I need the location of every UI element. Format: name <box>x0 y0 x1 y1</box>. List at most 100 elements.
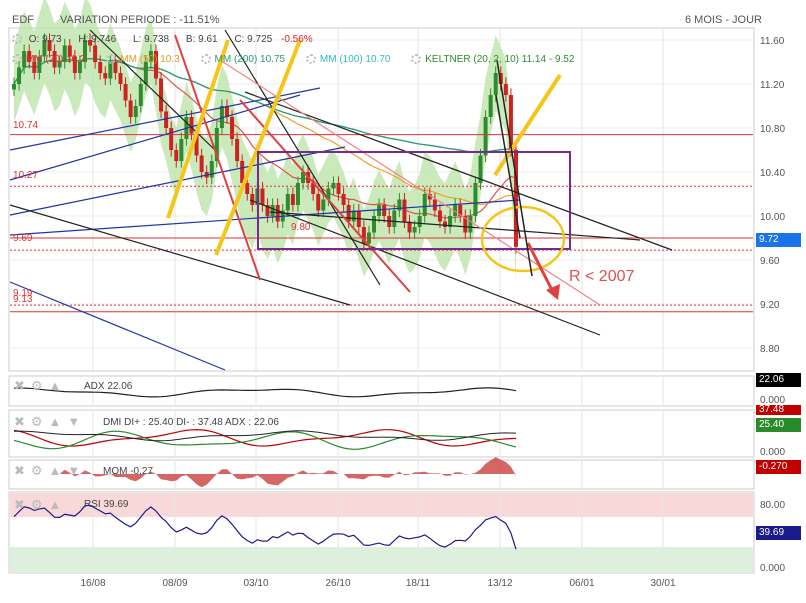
adx-zero-label: 0.000 <box>760 395 786 406</box>
candle-body <box>179 139 184 161</box>
trend-line <box>9 199 521 236</box>
candle-body <box>164 111 169 128</box>
y-tick-label: 10.40 <box>760 168 785 179</box>
y-tick-label: 10.80 <box>760 124 785 135</box>
candle-body <box>503 84 508 95</box>
candle-body <box>27 51 32 62</box>
candle-body <box>372 216 377 233</box>
period-selector[interactable]: 6 MOIS - JOUR <box>685 14 763 26</box>
level-label: 10.27 <box>13 170 39 181</box>
candle-body <box>301 172 306 183</box>
candle-body <box>377 205 382 216</box>
level-label: 10.74 <box>13 120 39 131</box>
mom-label: MOM -0.27 <box>103 466 154 477</box>
candle-body <box>453 205 458 216</box>
rsi-zero-label: 0.000 <box>760 563 786 574</box>
rsi-oversold-zone <box>10 547 753 572</box>
rsi-line <box>13 504 517 550</box>
axis-labels: 8.80 9.20 9.60 10.00 10.40 10.80 11.20 11.60 16/… <box>80 36 785 589</box>
candle-body <box>493 73 498 95</box>
candle-body <box>72 56 77 73</box>
candle-body <box>108 62 113 79</box>
gear-icon[interactable] <box>12 34 22 45</box>
ticker-label: EDF <box>12 14 34 26</box>
candle-body <box>88 40 93 46</box>
consolidation-box <box>257 151 571 250</box>
candle-body <box>235 139 240 161</box>
candle-body <box>12 84 16 90</box>
candle-body <box>52 51 57 68</box>
candle-body <box>113 62 118 73</box>
trend-drawings <box>9 29 753 371</box>
dmi-controls[interactable]: ✖⚙▲▼ <box>14 414 87 429</box>
candle-body <box>260 188 265 205</box>
candle-body <box>361 227 366 244</box>
candle-body <box>62 45 67 62</box>
gear-icon[interactable] <box>305 54 316 65</box>
trend-line <box>9 204 351 306</box>
gear-icon[interactable] <box>200 54 211 65</box>
candle-body <box>508 95 513 150</box>
trend-line <box>269 211 641 241</box>
adx-controls[interactable]: ✖⚙▲ <box>14 378 68 393</box>
gear-icon[interactable] <box>106 54 117 65</box>
candle-body <box>432 199 437 211</box>
candle-body <box>468 216 473 233</box>
candle-body <box>336 183 341 194</box>
candle-body <box>194 133 199 156</box>
adx-panel <box>8 375 755 407</box>
level-label: 9.19 <box>13 288 33 299</box>
y-tick-label: 10.00 <box>760 212 785 223</box>
y-tick-label: 11.60 <box>760 36 785 47</box>
gear-icon[interactable] <box>411 54 422 65</box>
candle-body <box>93 45 98 62</box>
candle-body <box>189 117 194 134</box>
x-tick-label: 16/08 <box>80 578 105 589</box>
rsi-overbought-zone <box>10 493 753 517</box>
candle-body <box>77 62 82 73</box>
down-arrow-head <box>546 284 560 300</box>
candle-body <box>133 106 138 117</box>
candle-body <box>437 210 442 222</box>
rsi-80-label: 80.00 <box>760 500 786 511</box>
candle-body <box>128 100 133 117</box>
indicator-lines <box>13 387 517 550</box>
candle-body <box>331 183 336 189</box>
candle-body <box>98 62 103 73</box>
candle-body <box>209 161 214 178</box>
current-price-badge: 9.72 <box>756 233 801 247</box>
level-label: 9.80 <box>291 222 311 233</box>
candle-body <box>473 183 478 216</box>
candle-body <box>138 84 143 106</box>
dmi-zero-label: 0.000 <box>760 447 786 458</box>
candle-body <box>240 161 245 183</box>
x-tick-label: 26/10 <box>325 578 350 589</box>
keltner-area <box>14 0 516 282</box>
candle-body <box>514 150 518 247</box>
trend-line <box>174 34 261 281</box>
ma-legend: MM (20) 10.2 MM (50) 10.3 MM (200) 10.75… <box>12 54 574 65</box>
candle-body <box>148 51 153 62</box>
rsi-controls[interactable]: ✖⚙▲ <box>14 497 68 512</box>
candle-body <box>351 210 356 222</box>
candle-body <box>224 106 229 117</box>
candle-body <box>478 155 483 183</box>
y-tick-label: 9.60 <box>760 256 780 267</box>
gear-icon[interactable] <box>12 54 22 65</box>
candle-body <box>67 45 72 57</box>
candle-body <box>32 62 37 73</box>
candle-body <box>153 51 158 79</box>
candle-body <box>412 227 417 233</box>
trend-line <box>89 29 216 151</box>
candle-body <box>37 56 42 73</box>
candle-body <box>290 194 295 205</box>
candle-body <box>57 62 62 68</box>
mom-controls[interactable]: ✖⚙▲▼ <box>14 463 87 478</box>
trend-line <box>495 94 521 239</box>
x-tick-label: 03/10 <box>243 578 268 589</box>
candle-body <box>42 40 47 57</box>
trend-line <box>244 91 673 251</box>
candle-body <box>326 188 331 200</box>
adx-line <box>13 387 517 398</box>
